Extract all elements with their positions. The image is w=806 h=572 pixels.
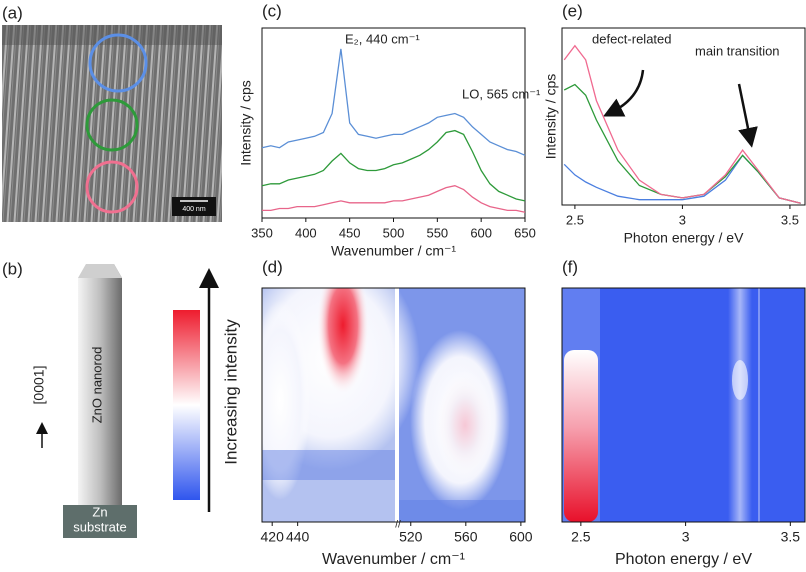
x-tick-label: 400 xyxy=(295,225,317,240)
x-tick-label: 600 xyxy=(509,529,533,545)
panel-label: (d) xyxy=(262,257,283,276)
x-tick-label: 650 xyxy=(514,225,536,240)
x-tick-label: 440 xyxy=(286,529,310,545)
x-axis-label: Photon energy / eV xyxy=(615,551,752,568)
x-tick-label: 560 xyxy=(454,529,478,545)
heatmap-d xyxy=(262,288,525,522)
scale-bar-label: 400 nm xyxy=(182,206,206,213)
annotation: main transition xyxy=(695,43,780,58)
circle-blue xyxy=(88,33,148,93)
rod-label: ZnO nanorod xyxy=(89,347,104,424)
nanorod-tip xyxy=(78,264,122,278)
arrow-defect xyxy=(603,69,645,117)
line xyxy=(261,48,526,156)
panel-label: (e) xyxy=(562,1,583,20)
x-tick-label: 420 xyxy=(261,529,285,545)
panel-label: (c) xyxy=(262,1,282,20)
colorbar-label: Increasing intensity xyxy=(221,319,240,465)
x-axis-label: Photon energy / eV xyxy=(624,230,745,246)
circle-pink xyxy=(85,160,139,214)
x-tick-label: 450 xyxy=(339,225,361,240)
panel-label: (a) xyxy=(2,3,23,22)
x-axis-label: Wavenumber / cm⁻¹ xyxy=(331,243,456,259)
x-tick-label: 3.5 xyxy=(781,529,801,545)
colorbar xyxy=(173,310,200,500)
substrate-label: substrate xyxy=(73,519,126,534)
annotation: defect-related xyxy=(592,31,672,46)
frame xyxy=(561,27,806,206)
x-tick-label: 3 xyxy=(682,529,690,545)
frame xyxy=(261,27,526,219)
substrate xyxy=(63,505,137,538)
x-tick-label: 600 xyxy=(470,225,492,240)
y-axis-label: Intensity / cps xyxy=(238,80,254,166)
sem-image xyxy=(2,25,222,222)
annotation: E₂, 440 cm⁻¹ xyxy=(345,31,420,46)
substrate-label: Zn xyxy=(92,504,107,519)
line xyxy=(262,185,526,213)
x-axis-label: Wavenumber / cm⁻¹ xyxy=(322,551,465,568)
y-axis-label: Intensity / cps xyxy=(543,74,559,160)
x-tick-label: 2.5 xyxy=(566,212,584,227)
annotation: LO, 565 cm⁻¹ xyxy=(462,86,541,101)
panel-label: (f) xyxy=(562,257,578,276)
frame xyxy=(261,287,526,523)
x-tick-label: 350 xyxy=(251,225,273,240)
arrow-main xyxy=(737,83,758,148)
frame xyxy=(561,287,806,523)
line xyxy=(563,83,801,204)
line xyxy=(261,129,526,202)
x-tick-label: 3 xyxy=(679,212,686,227)
x-tick-label: 550 xyxy=(426,225,448,240)
x-tick-label: 2.5 xyxy=(571,529,591,545)
x-tick-label: 500 xyxy=(383,225,405,240)
x-tick-label: 3.5 xyxy=(781,212,799,227)
x-tick-label: 520 xyxy=(399,529,423,545)
nanorod xyxy=(78,264,122,505)
axis-break: // xyxy=(395,520,401,531)
panel-label: (b) xyxy=(2,259,23,278)
circle-green xyxy=(85,98,139,152)
line xyxy=(563,44,801,204)
heatmap-f xyxy=(562,288,805,522)
direction-label: [0001] xyxy=(31,366,47,405)
